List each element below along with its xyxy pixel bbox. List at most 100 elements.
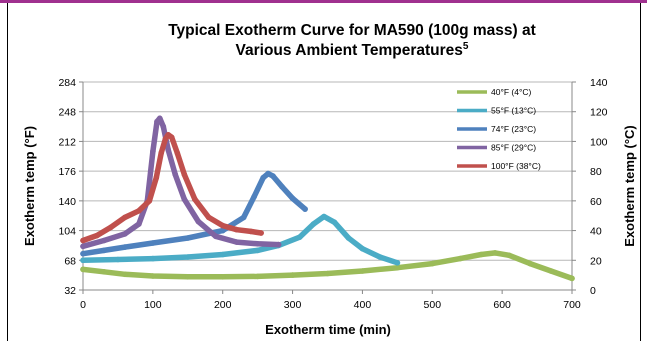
data-point	[302, 206, 308, 212]
data-point	[345, 235, 352, 241]
x-tick-label: 200	[214, 299, 232, 311]
data-point	[506, 252, 512, 259]
chart-title-line2: Various Ambient Temperatures5	[236, 41, 469, 59]
data-point	[150, 255, 156, 262]
data-point	[174, 150, 181, 156]
data-point	[296, 234, 303, 240]
data-point	[185, 254, 191, 260]
data-point	[321, 213, 327, 220]
y-right-tick-label: 0	[590, 285, 596, 297]
data-point	[394, 260, 401, 266]
data-point	[289, 195, 296, 202]
data-point	[94, 232, 100, 239]
data-point	[101, 247, 107, 254]
data-point	[478, 251, 485, 258]
y-left-tick-label: 212	[58, 136, 76, 148]
data-point	[254, 273, 261, 280]
data-point	[108, 224, 114, 231]
data-point	[150, 240, 156, 246]
data-point	[172, 171, 178, 178]
data-point	[359, 245, 366, 252]
data-point	[80, 237, 86, 244]
x-tick-label: 0	[80, 299, 86, 311]
x-tick-label: 100	[144, 299, 162, 311]
legend-label: 100°F (38°C)	[491, 161, 541, 171]
data-series	[80, 115, 575, 282]
data-point	[270, 173, 276, 179]
data-point	[160, 123, 167, 130]
data-point	[136, 221, 142, 227]
data-point	[150, 273, 156, 279]
data-point	[181, 171, 188, 178]
data-point	[205, 214, 212, 221]
data-point	[324, 270, 331, 277]
data-point	[275, 241, 282, 248]
y-right-tick-label: 140	[590, 77, 608, 89]
data-point	[240, 214, 247, 221]
data-point	[219, 251, 226, 258]
y-left-tick-label: 140	[58, 196, 76, 208]
data-point	[247, 228, 254, 235]
legend-label: 40°F (4°C)	[491, 87, 532, 97]
data-point	[260, 174, 267, 181]
data-point	[219, 222, 226, 229]
data-point	[115, 256, 121, 263]
y-right-tick-label: 20	[590, 255, 602, 267]
data-point	[359, 268, 366, 274]
y-right-tick-label: 120	[590, 107, 608, 119]
y-left-tick-label: 284	[58, 77, 76, 89]
data-point	[377, 254, 383, 260]
x-axis-title: Exotherm time (min)	[265, 322, 391, 337]
data-point	[192, 196, 198, 202]
data-point	[181, 196, 188, 202]
chart-title-line1: Typical Exotherm Curve for MA590 (100g m…	[168, 22, 536, 39]
data-point	[122, 271, 128, 278]
data-point	[219, 274, 226, 280]
data-point	[101, 237, 107, 244]
y-left-tick-label: 32	[64, 285, 76, 297]
data-point	[569, 275, 575, 282]
data-point	[251, 193, 257, 200]
data-point	[233, 239, 240, 245]
data-point	[136, 208, 142, 214]
data-point	[195, 218, 202, 225]
legend: 40°F (4°C) 55°F (13°C) 74°F (23°C) 85°F (29…	[457, 87, 541, 171]
y-left-tick-labels: 32 68 104 140 176 212 248 284	[58, 77, 76, 297]
y-right-tick-label: 40	[590, 226, 602, 238]
data-point	[254, 247, 261, 254]
legend-label: 74°F (23°C)	[491, 124, 536, 134]
y-left-tick-label: 176	[58, 166, 76, 178]
data-point	[122, 244, 128, 250]
x-tick-label: 700	[563, 299, 581, 311]
data-point	[185, 274, 191, 280]
data-point	[168, 134, 175, 141]
data-point	[394, 264, 401, 271]
data-point	[457, 255, 464, 262]
legend-label: 55°F (13°C)	[491, 106, 536, 116]
data-point	[150, 148, 156, 155]
data-point	[289, 272, 296, 278]
data-point	[80, 243, 86, 250]
data-point	[146, 198, 153, 204]
data-point	[527, 260, 533, 267]
y-right-tick-label: 80	[590, 166, 602, 178]
data-point	[153, 174, 160, 181]
data-point	[122, 214, 128, 221]
y-left-tick-label: 68	[64, 255, 76, 267]
y-right-tick-label: 100	[590, 136, 608, 148]
x-tick-label: 500	[424, 299, 442, 311]
data-point	[80, 250, 86, 257]
data-point	[165, 146, 171, 153]
data-point	[158, 150, 164, 156]
legend-label: 85°F (29°C)	[491, 143, 536, 153]
data-point	[101, 269, 107, 275]
chart-title-superscript: 5	[463, 41, 469, 52]
data-point	[254, 241, 261, 247]
top-border	[0, 0, 647, 3]
data-point	[279, 184, 285, 190]
left-border	[7, 3, 8, 341]
data-point	[331, 219, 338, 226]
data-point	[429, 260, 436, 267]
